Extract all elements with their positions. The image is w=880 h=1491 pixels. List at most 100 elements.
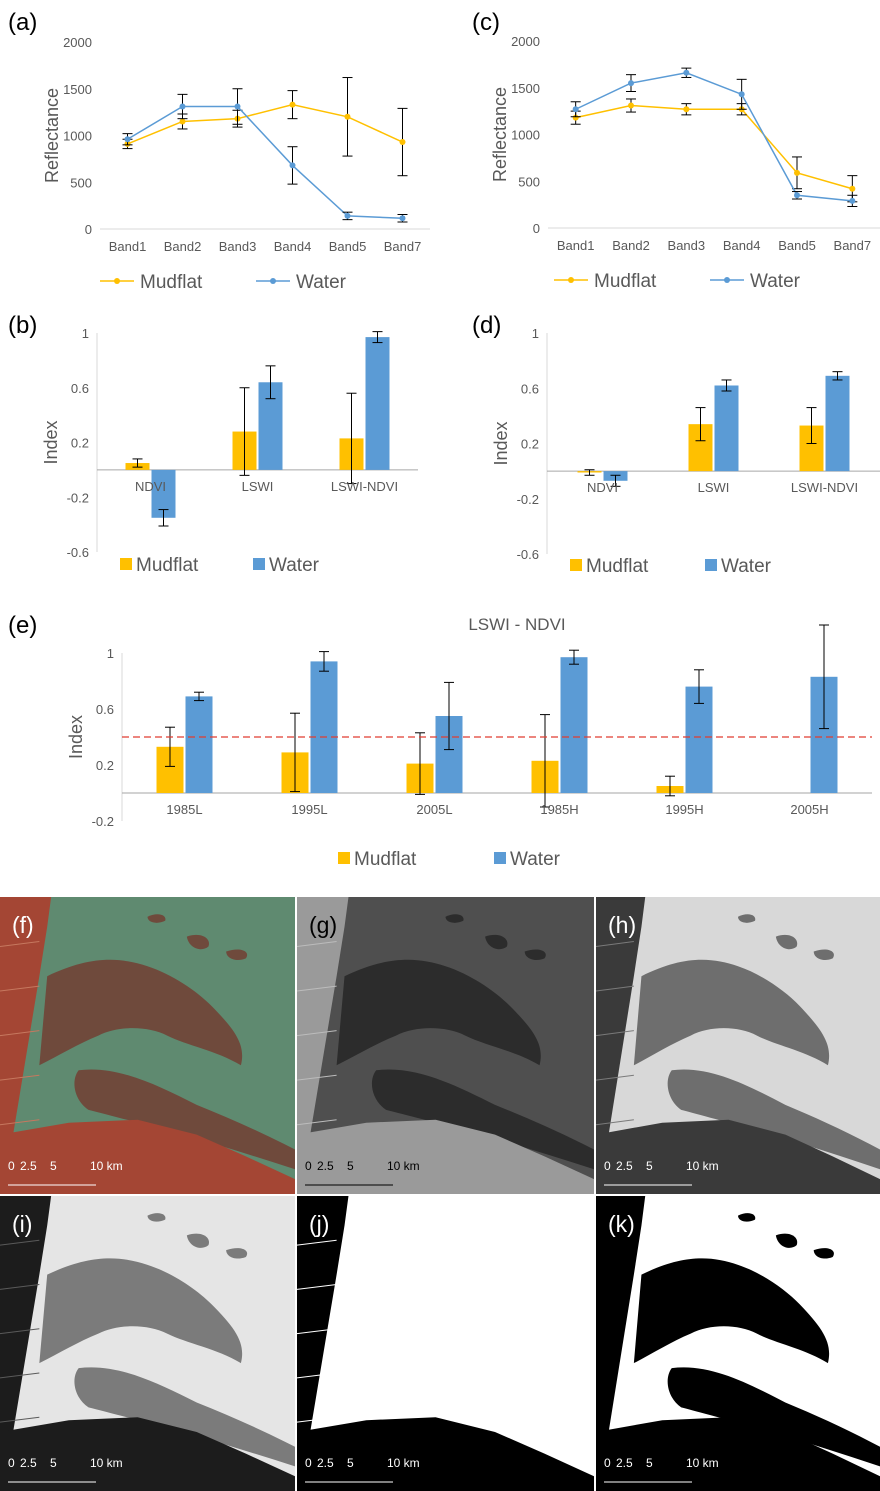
mudflat-area (371, 1069, 594, 1170)
legend-mudflat-label: Mudflat (586, 556, 649, 577)
x-tick-label: LSWI (698, 480, 730, 495)
y-tick-label: 500 (518, 174, 540, 189)
scale-bar-label: 10 km (387, 1456, 420, 1470)
chart-c-svg: (c) 0 500 1000 1500 2000 Band1 Band2 Band3 Band4… (472, 9, 880, 292)
y-tick-label: -0.6 (67, 545, 89, 560)
mudflat-area (667, 1367, 880, 1467)
field-boundary (0, 1372, 40, 1379)
y-tick-label: 0.2 (521, 437, 539, 452)
land-area (0, 1196, 52, 1491)
scale-bar-label: 10 km (90, 1159, 123, 1173)
chart-c: (c) 0 500 1000 1500 2000 Band1 Band2 Band3 Band4… (440, 0, 880, 300)
satellite-image (0, 897, 295, 1194)
x-tick-label: Band3 (668, 238, 706, 253)
legend-mudflat-marker (114, 278, 120, 284)
y-axis-title: Index (41, 420, 61, 464)
scale-bar-label: 0 (305, 1456, 312, 1470)
mudflat-area (39, 1258, 243, 1364)
y-tick-label: 1500 (63, 82, 92, 97)
y-tick-label: 0 (85, 222, 92, 237)
field-boundary (596, 985, 634, 992)
data-point (628, 80, 634, 87)
legend-water-label: Water (296, 272, 347, 293)
mudflat-island (147, 1213, 166, 1222)
bar-water (685, 686, 713, 793)
chart-d: (d) -0.6 -0.2 0.2 0.6 1 Index NDVI LSWI LSWI-NDV… (440, 300, 880, 590)
bar-water (825, 375, 850, 472)
legend-water-label: Water (750, 271, 801, 292)
chart-b-svg: (b) -0.6 -0.2 0.2 0.6 1 Index NDVI LSWI LSWI-NDV… (8, 312, 418, 576)
y-tick-label: 0.6 (96, 702, 114, 717)
data-point (399, 139, 406, 146)
scale-bar-label: 10 km (90, 1456, 123, 1470)
field-boundary (297, 985, 337, 992)
legend-water-marker (270, 278, 276, 284)
y-tick-label: 1 (107, 646, 114, 661)
y-tick-label: 0.6 (71, 381, 89, 396)
field-boundary (297, 1030, 337, 1037)
mudflat-island (813, 1248, 834, 1259)
land-area (0, 1417, 295, 1491)
data-point (738, 91, 745, 98)
mudflat-island (445, 914, 464, 923)
data-point (683, 69, 690, 76)
field-boundary (0, 1416, 40, 1423)
satellite-image (596, 1196, 880, 1491)
mudflat-island (738, 914, 756, 923)
data-point (572, 106, 579, 113)
land-area (297, 897, 349, 1194)
scale-bar-label: 2.5 (317, 1159, 334, 1173)
mudflat-area (336, 959, 541, 1066)
scale-bar-label: 10 km (686, 1159, 719, 1173)
y-tick-label: 1 (82, 326, 89, 341)
image-panel-k: (k) 0 2.5 5 10 km (596, 1196, 880, 1491)
mudflat-area (633, 1258, 830, 1364)
data-point (289, 101, 296, 108)
satellite-image (0, 1196, 295, 1491)
panel-label: (k) (608, 1211, 635, 1237)
data-point (794, 192, 800, 199)
chart-a: (a) 0 500 1000 1500 2000 Band1 Band2 Band3 Band4… (0, 0, 440, 300)
scale-bar-label: 5 (50, 1159, 57, 1173)
y-tick-label: -0.2 (92, 814, 114, 829)
x-tick-label: NDVI (135, 479, 166, 494)
land-area (596, 897, 646, 1194)
land-area (596, 1196, 646, 1491)
field-boundary (297, 1119, 337, 1126)
mudflat-island (524, 949, 546, 960)
y-axis-title: Index (491, 421, 511, 465)
chart-d-svg: (d) -0.6 -0.2 0.2 0.6 1 Index NDVI LSWI LSWI-NDV… (472, 312, 880, 577)
field-boundary (0, 1239, 40, 1246)
land-area (297, 1119, 594, 1194)
mudflat-area (667, 1069, 880, 1170)
series-line-water (127, 105, 403, 219)
scale-bar-label: 0 (604, 1456, 611, 1470)
x-tick-label: Band1 (109, 239, 147, 254)
panel-overlay: (f) 0 2.5 5 10 km (8, 912, 123, 1186)
field-boundary (0, 941, 40, 947)
x-tick-label: 1995H (665, 802, 703, 817)
panel-label-a: (a) (8, 9, 37, 36)
field-boundary (596, 941, 634, 947)
field-boundary (596, 1119, 634, 1126)
mudflat-area (336, 1258, 541, 1364)
field-boundary (297, 1416, 337, 1423)
mudflat-area (74, 1069, 295, 1170)
x-tick-label: 1985H (540, 802, 578, 817)
x-tick-label: Band4 (274, 239, 312, 254)
scale-bar-label: 2.5 (317, 1456, 334, 1470)
field-boundary (297, 1328, 337, 1335)
y-tick-label: 2000 (63, 35, 92, 50)
mudflat-island (226, 949, 248, 960)
x-tick-label: Band3 (219, 239, 257, 254)
legend-mudflat-label: Mudflat (594, 271, 657, 292)
panel-label-c: (c) (472, 9, 500, 36)
data-point (572, 114, 579, 121)
legend-water-marker (724, 277, 730, 283)
x-tick-label: Band4 (723, 238, 761, 253)
y-axis-title: Index (66, 715, 86, 759)
y-tick-label: 0.6 (521, 381, 539, 396)
legend-water-swatch (253, 558, 265, 570)
scale-bar-label: 10 km (387, 1159, 420, 1173)
y-tick-label: 0.2 (96, 758, 114, 773)
